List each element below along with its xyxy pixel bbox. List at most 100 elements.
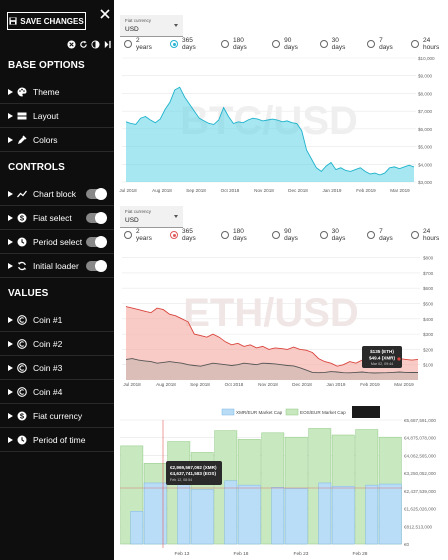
tooltip-marker xyxy=(397,357,401,361)
radio-icon[interactable] xyxy=(272,231,281,239)
radio-icon[interactable] xyxy=(221,40,230,48)
xmr-bar xyxy=(378,483,402,545)
eth-usd-chart[interactable]: $800 $700 $600 $500 $400 $300 $200 $100 ETH/USD J… xyxy=(114,244,448,394)
x-tick-label: Feb 23 xyxy=(294,551,309,557)
period-option[interactable]: 24 hours xyxy=(411,228,448,242)
sidebar-item-colors[interactable]: Colors xyxy=(0,128,114,152)
period-option[interactable]: 90 days xyxy=(272,37,306,51)
fiat-select-toggle[interactable] xyxy=(86,212,107,224)
sidebar-item-coin-3[interactable]: Coin #3 xyxy=(0,356,114,380)
y-tick-label: $10,000 xyxy=(418,56,435,61)
radio-icon[interactable] xyxy=(411,231,419,239)
chart-block-toggle[interactable] xyxy=(86,188,107,200)
sidebar-item-fiat-select[interactable]: $ Fiat select xyxy=(0,206,114,230)
fiat-currency-select-2[interactable]: Fiat currency USD xyxy=(120,206,183,228)
period-option[interactable]: 180 days xyxy=(221,228,259,242)
period-label: 24 hours xyxy=(422,228,440,242)
x-tick-label: Oct 2018 xyxy=(221,188,240,193)
period-option[interactable]: 7 days xyxy=(367,228,398,242)
radio-selected-icon[interactable] xyxy=(170,231,178,239)
xmr-line xyxy=(125,358,418,374)
fiat-select-label: Fiat currency xyxy=(125,209,152,214)
collapse-sidebar-icon[interactable] xyxy=(103,36,112,49)
radio-icon[interactable] xyxy=(367,231,376,239)
sidebar-item-label: Layout xyxy=(33,110,59,121)
y-tick-label: $300 xyxy=(423,332,434,337)
sidebar-item-chart-block[interactable]: Chart block xyxy=(0,182,114,206)
y-tick-label: €2,437,539,000 xyxy=(404,489,436,494)
y-tick-label: $5,000 xyxy=(418,145,432,150)
period-option[interactable]: 2 years xyxy=(124,228,157,242)
radio-icon[interactable] xyxy=(124,231,132,239)
sidebar-item-label: Coin #2 xyxy=(33,338,63,349)
period-select-toggle[interactable] xyxy=(86,236,107,248)
refresh-icon[interactable] xyxy=(79,36,88,48)
initial-loader-toggle[interactable] xyxy=(86,260,107,272)
clock-icon xyxy=(17,435,27,445)
xmr-area xyxy=(126,358,418,380)
sync-icon xyxy=(17,261,27,271)
period-option[interactable]: 24 hours xyxy=(411,37,448,51)
legend-black-box xyxy=(352,406,380,418)
section-controls: CONTROLS xyxy=(8,162,65,173)
chevron-down-icon xyxy=(174,215,178,218)
chart-tooltip: $135 (ETH) $49.4 (XMR)Mar 02, 09:44 xyxy=(362,346,402,368)
btc-usd-chart[interactable]: $10,000 $9,000 $8,000 $7,000 $6,000 $5,000 $4,… xyxy=(114,52,448,198)
x-tick-label: Mar 2019 xyxy=(390,188,410,193)
tooltip-box xyxy=(166,461,222,485)
save-changes-button[interactable]: SAVE CHANGES xyxy=(7,12,86,30)
radio-icon[interactable] xyxy=(272,40,281,48)
sidebar-item-period-of-time[interactable]: Period of time xyxy=(0,428,114,452)
period-label: 2 years xyxy=(135,37,152,51)
xmr-bar xyxy=(331,485,355,545)
period-option[interactable]: 90 days xyxy=(272,228,306,242)
period-option[interactable]: 30 days xyxy=(319,228,354,242)
x-tick-label: Feb 18 xyxy=(234,551,249,557)
y-tick-label: €4,875,078,000 xyxy=(404,436,436,441)
market-cap-bar-chart[interactable]: €5,687,591,000 €4,875,078,000 €4,062,565,0… xyxy=(114,404,448,560)
sidebar-item-period-select[interactable]: Period select xyxy=(0,230,114,254)
theme-contrast-icon[interactable] xyxy=(91,36,100,49)
radio-icon[interactable] xyxy=(124,40,132,48)
period-option[interactable]: 365 days xyxy=(170,228,208,242)
sidebar-item-coin-1[interactable]: Coin #1 xyxy=(0,308,114,332)
chart-watermark: ETH/USD xyxy=(183,291,359,335)
xmr-bar xyxy=(271,487,285,545)
xmr-bar xyxy=(177,483,191,545)
radio-icon[interactable] xyxy=(221,231,230,239)
sidebar-item-initial-loader[interactable]: Initial loader xyxy=(0,254,114,278)
sidebar-item-fiat-currency[interactable]: $ Fiat currency xyxy=(0,404,114,428)
sidebar-item-theme[interactable]: Theme xyxy=(0,80,114,104)
sidebar-item-label: Period select xyxy=(33,236,83,247)
y-tick-label: $600 xyxy=(423,286,434,291)
sidebar-item-layout[interactable]: Layout xyxy=(0,104,114,128)
chevron-right-icon xyxy=(8,238,13,245)
radio-icon[interactable] xyxy=(367,40,376,48)
y-tick-label: €3,250,052,000 xyxy=(404,471,436,476)
sidebar-item-label: Coin #1 xyxy=(33,314,63,325)
period-option[interactable]: 365 days xyxy=(170,37,208,51)
sidebar-item-coin-2[interactable]: Coin #2 xyxy=(0,332,114,356)
x-tick-label: Oct 2018 xyxy=(225,382,244,387)
close-icon[interactable] xyxy=(99,8,111,20)
radio-selected-icon[interactable] xyxy=(170,40,178,48)
radio-icon[interactable] xyxy=(411,40,419,48)
x-tick-label: Nov 2018 xyxy=(254,188,274,193)
y-tick-label: $700 xyxy=(423,271,434,276)
radio-icon[interactable] xyxy=(319,231,328,239)
x-tick-label: Sep 2018 xyxy=(190,382,210,387)
coin-icon xyxy=(17,338,27,349)
chevron-right-icon xyxy=(8,364,13,371)
x-tick-label: Sep 2018 xyxy=(186,188,206,193)
period-option[interactable]: 30 days xyxy=(319,37,354,51)
radio-icon[interactable] xyxy=(319,40,328,48)
sidebar-item-coin-4[interactable]: Coin #4 xyxy=(0,380,114,404)
period-option[interactable]: 2 years xyxy=(124,37,157,51)
period-option[interactable]: 180 days xyxy=(221,37,259,51)
x-tick-label: Feb 13 xyxy=(175,551,190,557)
fiat-currency-select-1[interactable]: Fiat currency USD xyxy=(120,15,183,37)
clear-icon[interactable] xyxy=(67,36,76,49)
x-tick-label: Aug 2018 xyxy=(156,382,176,387)
period-option[interactable]: 7 days xyxy=(367,37,398,51)
y-tick-label: $4,000 xyxy=(418,162,432,167)
